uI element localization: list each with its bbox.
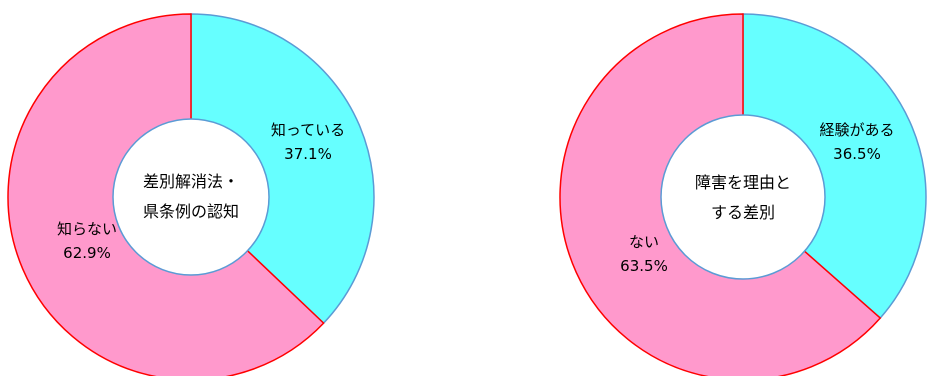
donut-hole: [112, 118, 270, 276]
donut-chart-discrimination: 障害を理由と する差別 経験がある 36.5% ない 63.5%: [559, 13, 927, 376]
slice-value-not-experienced: 63.5%: [620, 257, 668, 275]
slice-value-aware: 37.1%: [284, 145, 332, 163]
donut-chart-awareness: 差別解消法・ 県条例の認知 知っている 37.1% 知らない 62.9%: [7, 13, 375, 376]
slice-value-not-aware: 62.9%: [63, 244, 111, 262]
slice-label-not-experienced: ない: [629, 233, 659, 251]
slice-label-experienced: 経験がある: [819, 121, 894, 139]
slice-label-not-aware: 知らない: [57, 220, 117, 238]
center-label-line2: 県条例の認知: [143, 202, 239, 221]
center-label-line1: 差別解消法・: [143, 172, 239, 191]
slice-experienced: [742, 13, 927, 320]
center-label-line1: 障害を理由と: [695, 173, 791, 192]
slice-label-aware: 知っている: [271, 121, 345, 139]
slice-aware: [190, 13, 375, 325]
slice-value-experienced: 36.5%: [833, 145, 881, 163]
center-label-line2: する差別: [711, 203, 775, 222]
donut-hole: [660, 114, 826, 280]
